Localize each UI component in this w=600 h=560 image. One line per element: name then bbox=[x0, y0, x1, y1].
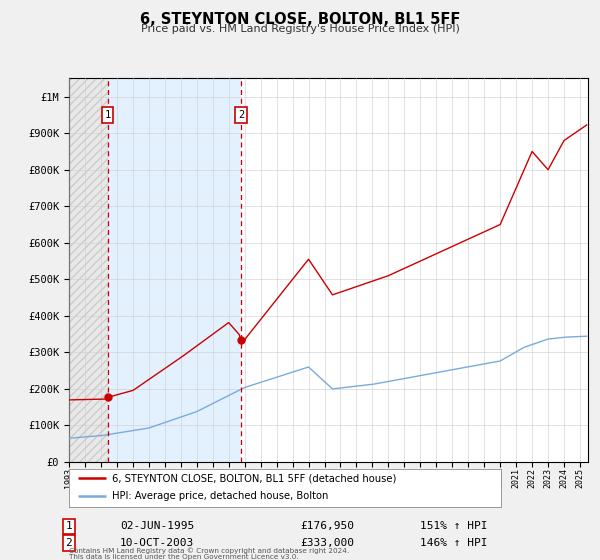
Text: £176,950: £176,950 bbox=[300, 521, 354, 531]
Text: 10-OCT-2003: 10-OCT-2003 bbox=[120, 538, 194, 548]
Text: 1: 1 bbox=[104, 110, 111, 120]
Bar bbox=[107, 78, 241, 462]
Text: 2: 2 bbox=[65, 538, 73, 548]
Text: This data is licensed under the Open Government Licence v3.0.: This data is licensed under the Open Gov… bbox=[69, 554, 299, 560]
Text: 6, STEYNTON CLOSE, BOLTON, BL1 5FF: 6, STEYNTON CLOSE, BOLTON, BL1 5FF bbox=[140, 12, 460, 27]
Text: £333,000: £333,000 bbox=[300, 538, 354, 548]
Text: 151% ↑ HPI: 151% ↑ HPI bbox=[420, 521, 487, 531]
Text: HPI: Average price, detached house, Bolton: HPI: Average price, detached house, Bolt… bbox=[112, 491, 329, 501]
Text: 2: 2 bbox=[238, 110, 244, 120]
Text: 6, STEYNTON CLOSE, BOLTON, BL1 5FF (detached house): 6, STEYNTON CLOSE, BOLTON, BL1 5FF (deta… bbox=[112, 473, 397, 483]
Text: 02-JUN-1995: 02-JUN-1995 bbox=[120, 521, 194, 531]
Text: Contains HM Land Registry data © Crown copyright and database right 2024.: Contains HM Land Registry data © Crown c… bbox=[69, 548, 349, 554]
Text: 146% ↑ HPI: 146% ↑ HPI bbox=[420, 538, 487, 548]
Bar bbox=[69, 78, 107, 462]
Text: 1: 1 bbox=[65, 521, 73, 531]
Text: Price paid vs. HM Land Registry's House Price Index (HPI): Price paid vs. HM Land Registry's House … bbox=[140, 24, 460, 34]
